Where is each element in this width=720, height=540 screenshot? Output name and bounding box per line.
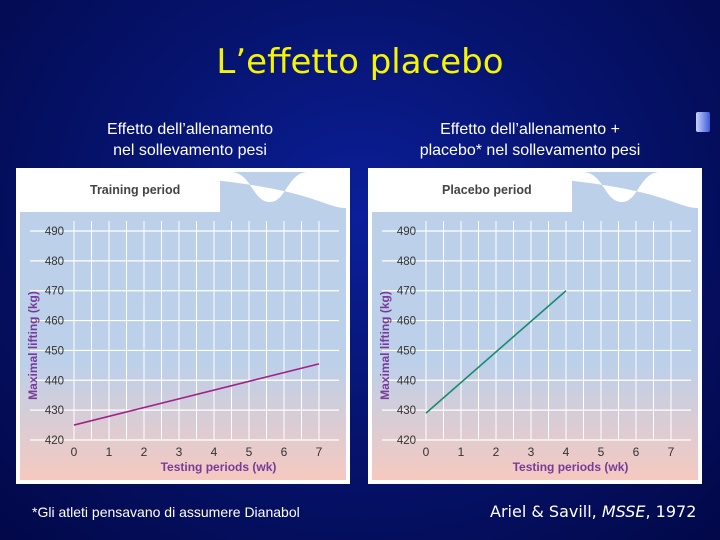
header-curve: [20, 172, 346, 208]
header-strip: [372, 172, 572, 212]
citation: Ariel & Savill, MSSE, 1972: [490, 502, 696, 521]
y-tick-label: 430: [45, 405, 64, 417]
y-tick-label: 430: [397, 405, 416, 417]
y-tick-label: 490: [397, 226, 416, 238]
x-axis-label: Testing periods (wk): [513, 460, 629, 474]
subtitle-left-line2: nel sollevamento pesi: [113, 142, 267, 159]
y-tick-label: 440: [45, 375, 64, 387]
plot-background: [372, 172, 698, 480]
x-tick-label: 5: [246, 445, 253, 459]
chart-placebo: Placebo period 420 430 440 450 460 470 480 490 0 1…: [372, 172, 698, 480]
x-tick-label: 2: [141, 445, 148, 459]
y-axis-label: Maximal lifting (kg): [26, 291, 40, 400]
x-tick-label: 0: [71, 445, 78, 459]
subtitle-left-line1: Effetto dell’allenamento: [106, 121, 274, 138]
plot-background: [20, 172, 346, 480]
subtitle-right: Effetto dell’allenamento + placebo* nel …: [380, 119, 680, 161]
x-tick-label: 6: [281, 445, 288, 459]
y-tick-label: 460: [45, 316, 64, 328]
x-tick-label: 3: [176, 445, 183, 459]
x-axis-label: Testing periods (wk): [161, 460, 277, 474]
subtitle-right-line1: Effetto dell’allenamento +: [440, 121, 620, 138]
x-tick-label: 7: [668, 445, 675, 459]
y-tick-label: 490: [45, 226, 64, 238]
x-tick-label: 1: [458, 445, 465, 459]
y-tick-label: 480: [45, 256, 64, 268]
x-tick-label: 1: [106, 445, 113, 459]
y-tick-label: 450: [45, 345, 64, 357]
footnote: *Gli atleti pensavano di assumere Dianab…: [32, 504, 300, 520]
header-strip: [20, 172, 220, 212]
x-tick-label: 0: [423, 445, 430, 459]
x-tick-label: 3: [528, 445, 535, 459]
chart-panel-training: Training period 420 430 440 450 460 470 480 490 0…: [16, 168, 350, 484]
header-curve: [372, 172, 698, 208]
y-tick-label: 480: [397, 256, 416, 268]
y-tick-label: 440: [397, 375, 416, 387]
x-tick-label: 7: [316, 445, 323, 459]
subtitle-left: Effetto dell’allenamento nel sollevament…: [60, 119, 320, 161]
x-tick-label: 2: [493, 445, 500, 459]
subtitle-right-line2: placebo* nel sollevamento pesi: [419, 142, 641, 159]
citation-journal: MSSE: [601, 502, 646, 521]
series-line: [73, 363, 320, 426]
x-tick-label: 5: [598, 445, 605, 459]
series-line: [425, 290, 567, 414]
y-tick-label: 450: [397, 345, 416, 357]
slide-title: L’effetto placebo: [216, 42, 504, 82]
x-tick-label: 4: [211, 445, 218, 459]
chart-title: Training period: [90, 183, 180, 197]
y-tick-label: 470: [45, 286, 64, 298]
y-tick-label: 420: [45, 435, 64, 447]
x-tick-label: 6: [633, 445, 640, 459]
y-axis-label: Maximal lifting (kg): [378, 291, 392, 400]
chart-training: Training period 420 430 440 450 460 470 480 490 0…: [20, 172, 346, 480]
citation-year: , 1972: [645, 502, 697, 521]
y-tick-label: 460: [397, 316, 416, 328]
decorative-tab: [696, 112, 710, 132]
citation-authors: Ariel & Savill,: [490, 502, 602, 521]
x-tick-label: 4: [563, 445, 570, 459]
chart-title: Placebo period: [442, 183, 532, 197]
y-tick-label: 420: [397, 435, 416, 447]
chart-panel-placebo: Placebo period 420 430 440 450 460 470 480 490 0 1…: [368, 168, 702, 484]
y-tick-label: 470: [397, 286, 416, 298]
